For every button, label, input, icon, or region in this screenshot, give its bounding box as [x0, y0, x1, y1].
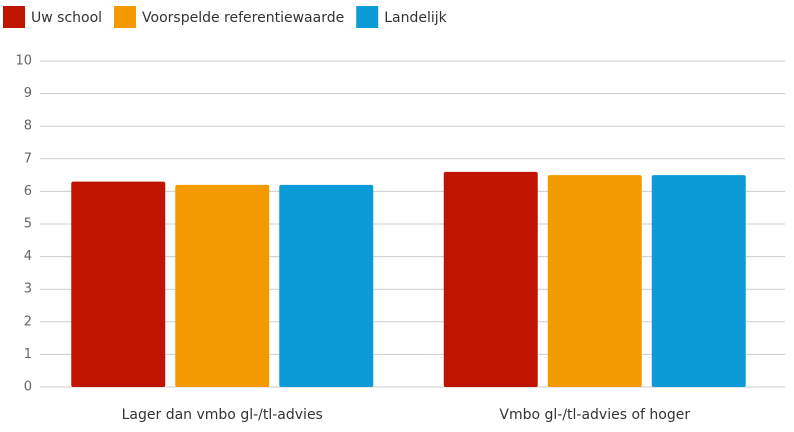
- y-tick-label: 4: [24, 249, 32, 264]
- legend-swatch: [3, 6, 25, 28]
- y-tick-label: 1: [24, 347, 32, 362]
- x-tick-label: Vmbo gl-/tl-advies of hoger: [499, 407, 690, 423]
- bar: [443, 171, 538, 387]
- legend-swatch: [356, 6, 379, 28]
- y-tick-label: 9: [24, 86, 32, 101]
- bar: [175, 184, 270, 387]
- y-tick-label: 5: [24, 217, 32, 232]
- legend-label: Voorspelde referentiewaarde: [142, 10, 344, 26]
- bar: [279, 184, 374, 387]
- bar: [71, 181, 166, 387]
- y-tick-label: 8: [24, 119, 32, 134]
- bar: [547, 175, 642, 387]
- y-tick-label: 10: [15, 54, 32, 69]
- y-tick-label: 6: [24, 184, 32, 199]
- bar: [651, 175, 746, 387]
- y-tick-label: 2: [24, 314, 32, 329]
- legend-label: Landelijk: [384, 10, 447, 26]
- y-tick-label: 7: [24, 151, 32, 166]
- legend-label: Uw school: [31, 10, 102, 26]
- y-tick-label: 3: [24, 282, 32, 297]
- y-tick-label: 0: [24, 380, 32, 395]
- legend-swatch: [114, 6, 137, 28]
- x-tick-label: Lager dan vmbo gl-/tl-advies: [122, 407, 323, 423]
